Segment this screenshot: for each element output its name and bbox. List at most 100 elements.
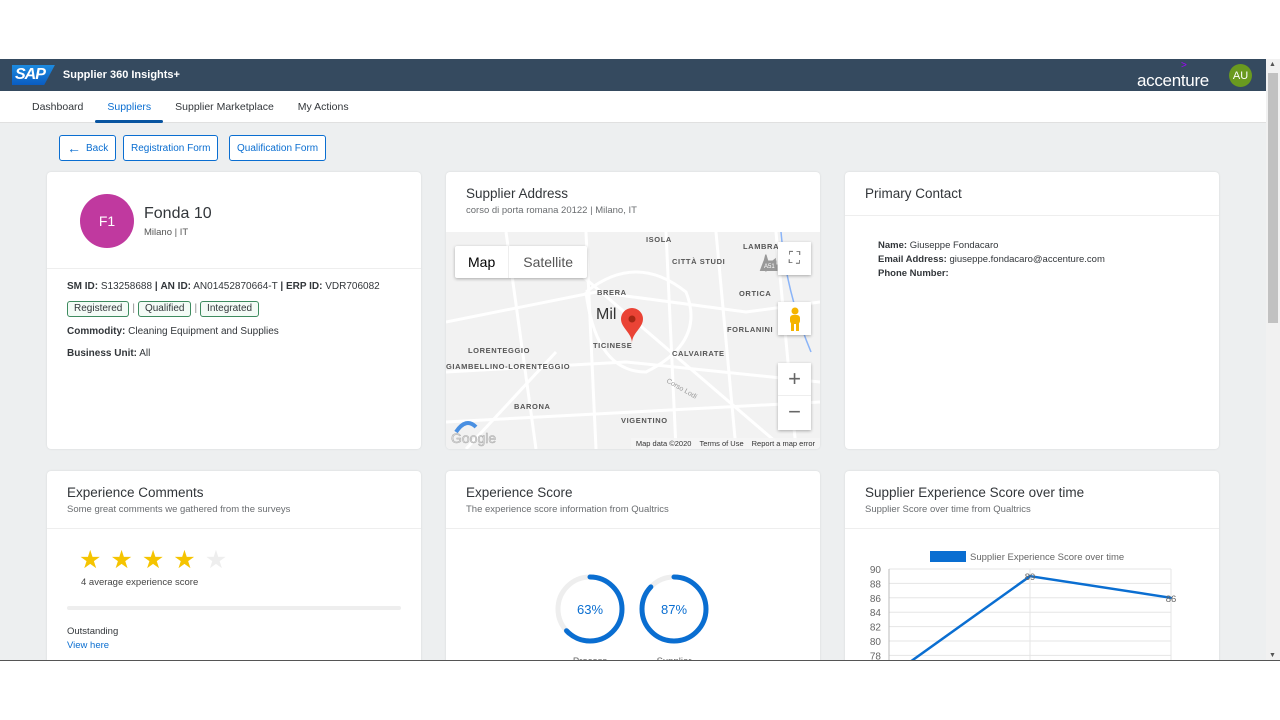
y-tick-label: 82 [870,623,882,634]
map-attribution: Map data ©2020 Terms of Use Report a map… [630,438,820,449]
y-tick-label: 84 [870,608,882,619]
supplier-avatar: F1 [80,194,134,248]
supplier-ids: SM ID: S13258688 | AN ID: AN01452870664-… [67,281,380,292]
fullscreen-icon[interactable]: ⛶ [778,242,811,275]
y-tick-label: 88 [870,579,882,590]
status-badge: Integrated [200,301,260,317]
map-pin-icon [621,308,643,343]
tab-suppliers[interactable]: Suppliers [95,91,163,123]
contact-phone: Phone Number: [878,268,949,279]
star-icon: ★ [204,546,228,574]
comment-text: Outstanding [67,626,119,637]
map-city-label: Mil [596,306,616,323]
nav-tabs: Dashboard Suppliers Supplier Marketplace… [0,91,1280,123]
divider [67,606,401,610]
street-view-pegman-icon[interactable] [778,302,811,335]
data-label: 89 [1025,572,1036,583]
svg-text:CITTÀ STUDI: CITTÀ STUDI [672,257,725,266]
y-tick-label: 80 [870,637,882,648]
view-here-link[interactable]: View here [67,640,110,651]
zoom-out-icon[interactable]: − [788,399,801,424]
contact-name: Name: Giuseppe Fondacaro [878,240,999,251]
primary-contact-card: Primary Contact Name: Giuseppe Fondacaro… [845,172,1219,449]
score-gauge: 63% Process [554,573,626,660]
app-window: SAP Supplier 360 Insights+ accenture > AU… [0,59,1280,661]
svg-text:VIGENTINO: VIGENTINO [621,416,668,425]
contact-email: Email Address: giuseppe.fondacaro@accent… [878,254,1105,265]
contact-title: Primary Contact [865,186,962,201]
map-type-control: Map Satellite [455,246,588,278]
commodity: Commodity: Cleaning Equipment and Suppli… [67,326,279,337]
score-gauge: 87% Supplier [638,573,710,660]
shell-bar: SAP Supplier 360 Insights+ accenture > AU [0,59,1280,91]
score-title: Experience Score [466,485,573,500]
map[interactable]: ISOLA LAMBRA CITTÀ STUDI BRERA ORTICA FO… [446,232,820,449]
star-icon: ★ [79,546,102,574]
gauge-arc [555,574,625,644]
zoom-control: + − [778,363,811,430]
svg-text:LAMBRA: LAMBRA [743,242,779,251]
supplier-name: Fonda 10 [144,205,212,222]
svg-text:ORTICA: ORTICA [739,289,771,298]
sap-logo: SAP [12,65,55,85]
business-unit: Business Unit: All [67,348,151,359]
rating-text: 4 average experience score [81,577,199,588]
gauge-label: Process [554,656,626,660]
user-avatar[interactable]: AU [1229,64,1252,87]
qualification-form-button[interactable]: Qualification Form [229,135,327,161]
score-gauges: 63% Process 87% Supplier [554,573,710,660]
svg-text:TICINESE: TICINESE [593,341,632,350]
score-subtitle: The experience score information from Qu… [466,504,669,515]
score-line-chart: Supplier Experience Score over time 90 88 8… [870,551,1177,661]
terms-link[interactable]: Terms of Use [699,439,744,448]
comments-subtitle: Some great comments we gathered from the… [67,504,291,515]
address-value: corso di porta romana 20122 | Milano, IT [466,205,637,216]
gauge-value: 63% [577,602,603,617]
svg-text:FORLANINI: FORLANINI [727,325,773,334]
supplier-location: Milano | IT [144,227,189,238]
report-map-error-link[interactable]: Report a map error [751,439,815,448]
svg-text:LORENTEGGIO: LORENTEGGIO [468,346,530,355]
map-type-map-button[interactable]: Map [468,254,496,270]
zoom-in-icon[interactable]: + [778,363,811,396]
trend-subtitle: Supplier Score over time from Qualtrics [865,504,1031,515]
experience-comments-card: Experience Comments Some great comments w… [47,471,421,660]
star-icon: ★ [110,546,133,574]
gauge-arc [639,574,709,644]
tab-dashboard[interactable]: Dashboard [32,101,84,113]
comments-title: Experience Comments [67,485,204,500]
trend-title: Supplier Experience Score over time [865,485,1085,500]
y-tick-label: 90 [870,565,882,576]
scrollbar-thumb[interactable] [1268,73,1278,323]
tab-supplier-marketplace[interactable]: Supplier Marketplace [175,101,274,113]
svg-text:A51: A51 [764,264,775,270]
gauge-value: 87% [661,602,687,617]
address-title: Supplier Address [466,186,569,201]
status-badges: Registered | Qualified | Integrated [67,301,401,317]
scroll-down-icon[interactable]: ▼ [1269,652,1276,659]
registration-form-button[interactable]: Registration Form [123,135,219,161]
y-tick-label: 86 [870,594,882,605]
back-button[interactable]: ← Back [59,135,117,161]
data-point [1029,575,1031,578]
star-icon: ★ [141,546,165,574]
google-logo: Google [451,430,496,446]
scroll-up-icon[interactable]: ▲ [1269,61,1276,68]
status-badge: Registered [67,301,130,317]
address-card: Supplier Address corso di porta romana 2… [446,172,820,449]
supplier-card: F1 Fonda 10 Milano | IT SM ID: S13258688… [47,172,421,449]
map-type-satellite-button[interactable]: Satellite [508,246,587,278]
data-label: 86 [1166,594,1177,605]
scrollbar[interactable]: ▲ ▼ [1266,59,1280,660]
gauge-label: Supplier [638,656,710,660]
map-place-isola: ISOLA [646,235,672,244]
rating-stars: ★ ★ ★ ★ ★ [79,548,227,573]
star-icon: ★ [173,546,196,574]
y-tick-label: 78 [870,651,882,661]
status-badge: Qualified [137,301,192,317]
accenture-logo: accenture > [1137,60,1209,90]
svg-text:BRERA: BRERA [597,288,627,297]
tab-my-actions[interactable]: My Actions [297,101,349,113]
legend-label: Supplier Experience Score over time [970,552,1124,563]
experience-score-card: Experience Score The experience score inf… [446,471,820,660]
